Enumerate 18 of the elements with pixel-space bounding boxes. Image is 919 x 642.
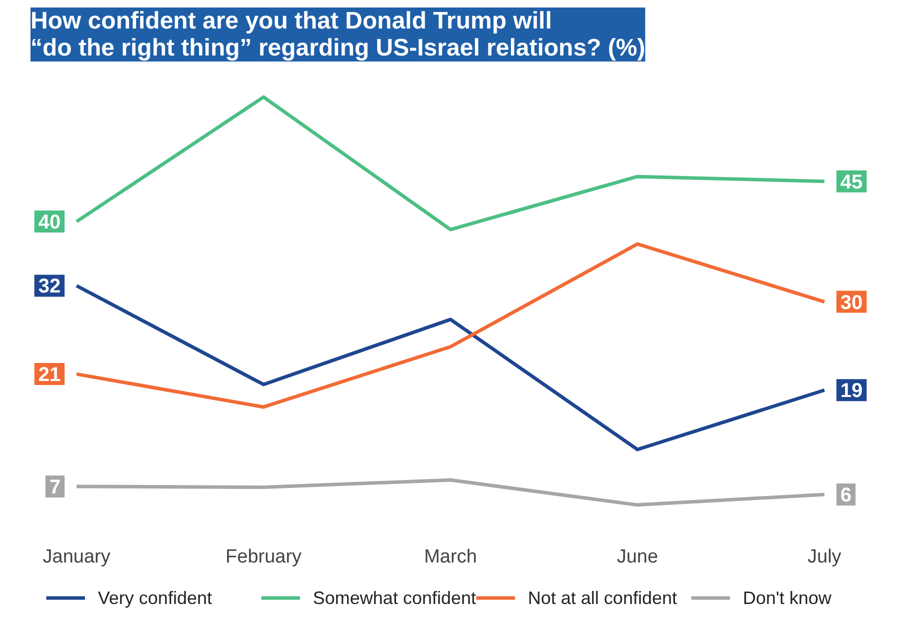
- data-label: 21: [38, 364, 61, 386]
- x-tick-label: January: [42, 546, 111, 568]
- legend-label: Not at all confident: [528, 588, 677, 608]
- data-label: 32: [38, 276, 61, 298]
- data-label: 7: [49, 476, 61, 498]
- x-tick-label: June: [616, 546, 658, 568]
- legend-label: Very confident: [98, 588, 212, 608]
- x-tick-label: March: [424, 546, 477, 568]
- data-label: 40: [38, 212, 61, 234]
- x-tick-label: July: [808, 546, 842, 568]
- chart-title: How confident are you that Donald Trump will “do the right thing” regarding US-Israel relations? (%): [30, 8, 646, 62]
- legend-label: Somewhat confident: [312, 588, 476, 608]
- legend-label: Don't know: [742, 588, 832, 608]
- x-tick-label: February: [226, 546, 302, 568]
- data-label: 45: [840, 171, 863, 194]
- data-label: 6: [840, 484, 852, 506]
- data-label: 19: [840, 380, 863, 402]
- data-label: 30: [840, 292, 863, 314]
